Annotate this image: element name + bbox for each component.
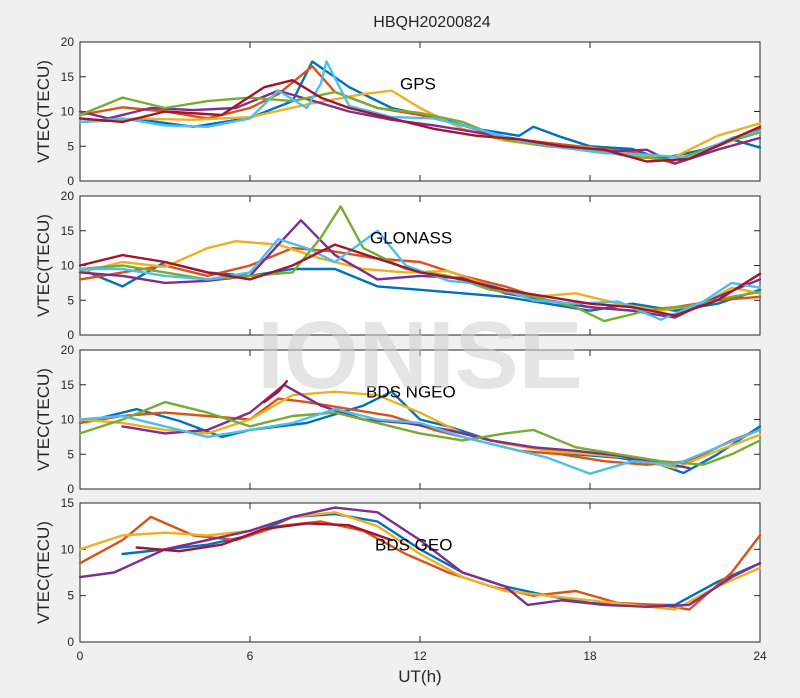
y-tick-label: 15 [61, 70, 75, 84]
x-axis-label: UT(h) [398, 667, 441, 686]
y-tick-label: 15 [61, 378, 75, 392]
panel-4: 0 5 10 15 0 6 12 18 24 VTEC(TECU) BDS GEO [34, 496, 767, 663]
series-line-5 [135, 522, 393, 553]
y-axis-label: VTEC(TECU) [34, 60, 53, 163]
series-line-5 [78, 400, 762, 466]
x-tick-label: 12 [413, 649, 427, 663]
panel-annotation: GPS [400, 75, 436, 94]
series-line-7 [263, 380, 288, 404]
panel-annotation: BDS NGEO [366, 383, 456, 402]
y-tick-label: 0 [67, 482, 74, 496]
y-axis-label: VTEC(TECU) [34, 368, 53, 471]
y-tick-label: 5 [67, 589, 74, 603]
series-line-6 [78, 407, 762, 475]
y-tick-label: 20 [61, 343, 75, 357]
x-tick-label: 18 [583, 649, 597, 663]
y-tick-label: 0 [67, 635, 74, 649]
y-tick-label: 10 [61, 259, 75, 273]
panels: 0 5 10 15 20 VTEC(TECU) GPS 0 5 10 15 20 VTEC(TECU) G… [34, 35, 767, 663]
panel-2: 0 5 10 15 20 VTEC(TECU) GLONASS [34, 189, 762, 342]
series-line-7 [78, 79, 762, 163]
y-axis-label: VTEC(TECU) [34, 214, 53, 317]
series-line-6 [78, 60, 762, 160]
x-tick-label: 6 [247, 649, 254, 663]
figure-title: HBQH20200824 [373, 14, 491, 31]
y-tick-label: 0 [67, 328, 74, 342]
x-tick-label: 0 [77, 649, 84, 663]
series-line-6 [78, 229, 762, 321]
panel-3: 0 5 10 15 20 VTEC(TECU) BDS NGEO [34, 343, 762, 496]
series-line-5 [78, 90, 762, 162]
y-tick-label: 0 [67, 174, 74, 188]
panel-1: 0 5 10 15 20 VTEC(TECU) GPS [34, 35, 762, 188]
y-tick-label: 5 [67, 139, 74, 153]
y-tick-label: 15 [61, 496, 75, 510]
y-axis-label: VTEC(TECU) [34, 521, 53, 624]
panel-annotation: GLONASS [370, 229, 452, 248]
y-tick-label: 10 [61, 542, 75, 556]
y-tick-label: 10 [61, 105, 75, 119]
y-tick-label: 15 [61, 224, 75, 238]
y-tick-label: 20 [61, 35, 75, 49]
y-tick-label: 10 [61, 413, 75, 427]
watermark: IONISE [257, 302, 582, 409]
series-line-7 [78, 243, 762, 317]
series-line-4 [78, 506, 762, 608]
x-tick-label: 24 [753, 649, 767, 663]
y-tick-label: 20 [61, 189, 75, 203]
plot-area [79, 502, 761, 643]
y-tick-label: 5 [67, 293, 74, 307]
panel-annotation: BDS GEO [375, 536, 452, 555]
y-tick-label: 5 [67, 447, 74, 461]
